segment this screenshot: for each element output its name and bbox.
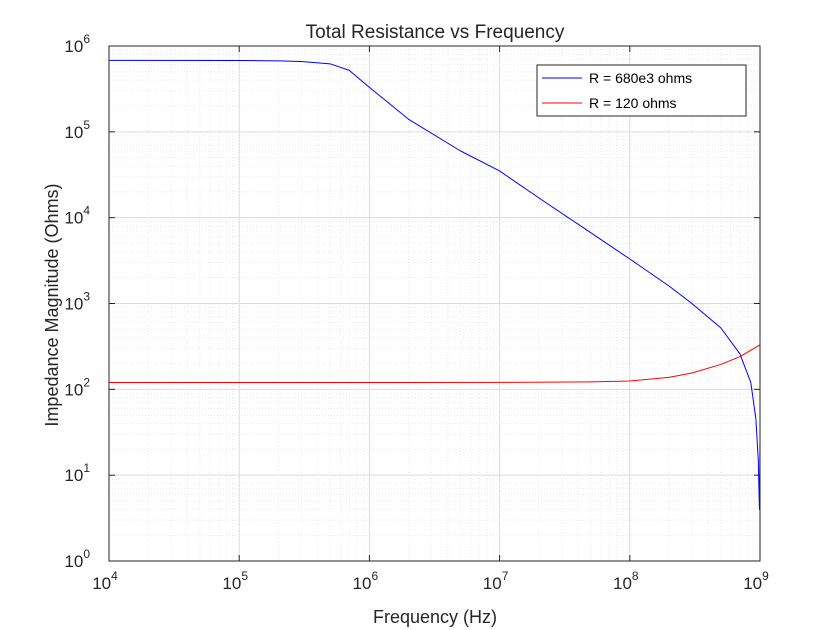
legend-entry-series-2: R = 120 ohms [542,95,677,111]
legend-box [536,64,747,117]
x-axis-label: Frequency (Hz) [373,607,497,627]
legend-label-series-1: R = 680e3 ohms [589,70,692,86]
y-tick-label: 100 [64,547,90,571]
series-line-1 [108,59,761,510]
series-lines [108,59,761,510]
tick-marks [108,45,761,562]
y-tick-label: 101 [64,461,90,485]
x-tick-label: 106 [353,569,379,593]
y-tick-labels: 100 101 102 103 104 105 106 [64,32,90,571]
y-tick-label: 104 [64,204,90,228]
x-tick-label: 107 [483,569,509,593]
legend-entry-series-1: R = 680e3 ohms [542,70,692,86]
x-tick-labels: 104 105 106 107 108 109 [92,569,769,593]
x-tick-label: 109 [743,569,769,593]
y-tick-label: 103 [64,290,90,314]
x-tick-label: 104 [92,569,118,593]
legend-label-series-2: R = 120 ohms [589,95,677,111]
y-tick-label: 102 [64,375,90,399]
y-axis-label: Impedance Magnitude (Ohms) [42,183,62,426]
series-line-2 [109,344,761,384]
chart-title: Total Resistance vs Frequency [306,22,565,43]
y-tick-label: 105 [64,118,90,142]
x-tick-label: 105 [222,569,248,593]
y-tick-label: 106 [64,32,90,56]
legend: R = 680e3 ohms R = 120 ohms [536,64,747,117]
grid-lines [109,46,760,561]
x-tick-label: 108 [613,569,639,593]
